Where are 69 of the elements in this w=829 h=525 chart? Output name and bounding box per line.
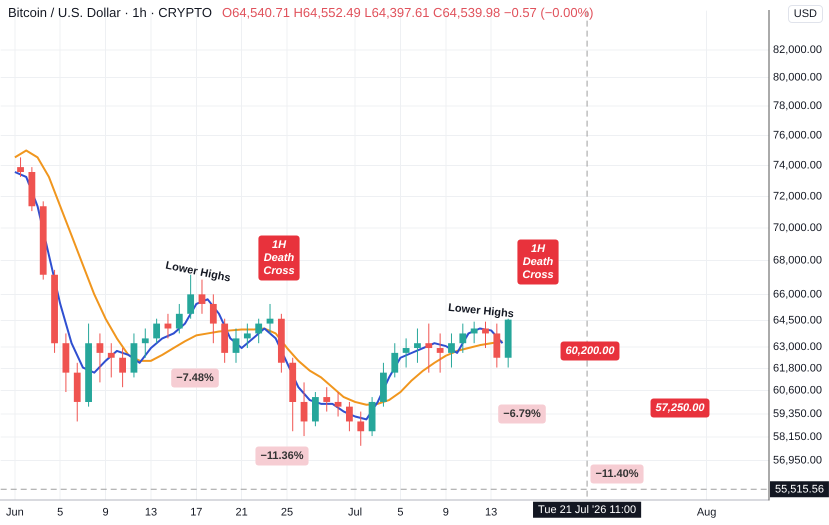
candlestick (244, 323, 251, 349)
candlestick (459, 323, 466, 354)
candlestick (119, 348, 126, 388)
candlestick (323, 386, 330, 412)
x-tick-label: 9 (102, 506, 109, 518)
y-tick-label: 63,000.00 (773, 340, 822, 353)
chart-title: Bitcoin / U.S. Dollar · 1h · CRYPTO (8, 5, 212, 20)
candlestick (436, 332, 444, 374)
candlestick (187, 274, 194, 320)
y-tick-label: 60,600.00 (773, 384, 822, 397)
y-tick-label: 58,150.00 (773, 431, 822, 444)
candlestick (391, 342, 398, 378)
annotation: −6.79% (503, 408, 542, 420)
candlestick (255, 318, 262, 344)
chart-subtitle: O64,540.71 H64,552.49 L64,397.61 C64,539.98 −0.57 (−0.00%) (222, 5, 594, 20)
x-tick-label: 17 (190, 506, 202, 518)
x-tick-label: 13 (485, 506, 498, 518)
candlestick (470, 321, 478, 344)
candlestick (402, 338, 410, 368)
x-tick-label: Jun (6, 506, 24, 518)
y-tick-label: 76,000.00 (773, 129, 822, 142)
y-tick-label: 82,000.00 (773, 44, 822, 56)
candlestick (96, 332, 104, 383)
x-tick-label: 21 (236, 506, 248, 518)
annotation: Lower Highs (448, 302, 514, 320)
candlestick (153, 318, 160, 344)
x-tick-label: Jul (348, 506, 362, 518)
candlestick (164, 313, 172, 339)
y-tick-label: 72,000.00 (773, 190, 822, 202)
annotation: 1H Death Cross (522, 243, 554, 282)
y-tick-label: 68,000.00 (773, 254, 822, 267)
candlestick (357, 411, 364, 446)
annotation: Lower Highs (164, 260, 232, 284)
y-tick-label: 66,000.00 (773, 288, 822, 300)
y-tick-label: 78,000.00 (773, 100, 822, 112)
y-tick-label: 59,350.00 (773, 408, 822, 420)
x-tick-label: 5 (57, 506, 64, 518)
x-tick-label: 13 (144, 506, 158, 518)
x-tick-label: 9 (442, 506, 449, 518)
ref-line-label: Tue 21 Jul '26 11:00 (538, 504, 636, 516)
y-tick-label: 80,000.00 (773, 72, 822, 84)
annotation: 1H Death Cross (263, 239, 295, 278)
candlestick (210, 294, 217, 344)
candlestick (448, 332, 455, 368)
y-tick-label: 64,500.00 (773, 314, 822, 326)
annotation: −11.36% (260, 450, 304, 462)
candlestick (482, 321, 489, 349)
candlestick (176, 303, 183, 334)
candlestick (300, 382, 308, 437)
x-tick-label: 25 (280, 506, 294, 518)
y-tick-label: 56,950.00 (773, 454, 822, 467)
annotation: −7.48% (176, 372, 214, 384)
candlestick (414, 328, 421, 364)
y-tick-label: 74,000.00 (773, 159, 822, 172)
x-tick-label: Aug (696, 506, 716, 518)
candlestick (334, 392, 342, 417)
candlestick (266, 303, 274, 334)
x-tick-label: 5 (397, 506, 404, 518)
candlestick (425, 323, 432, 374)
candlestick (232, 328, 240, 364)
y-tick-label: 61,800.00 (773, 362, 822, 374)
y-axis-title: USD (788, 5, 823, 23)
ref-line-label: 55,515.56 (775, 483, 824, 496)
annotation: 60,200.00 (566, 345, 616, 358)
annotation: −11.40% (595, 468, 639, 480)
candlestick (17, 156, 24, 178)
annotation: 57,250.00 (656, 402, 706, 414)
candlestick (346, 401, 353, 432)
y-tick-label: 70,000.00 (773, 222, 822, 234)
